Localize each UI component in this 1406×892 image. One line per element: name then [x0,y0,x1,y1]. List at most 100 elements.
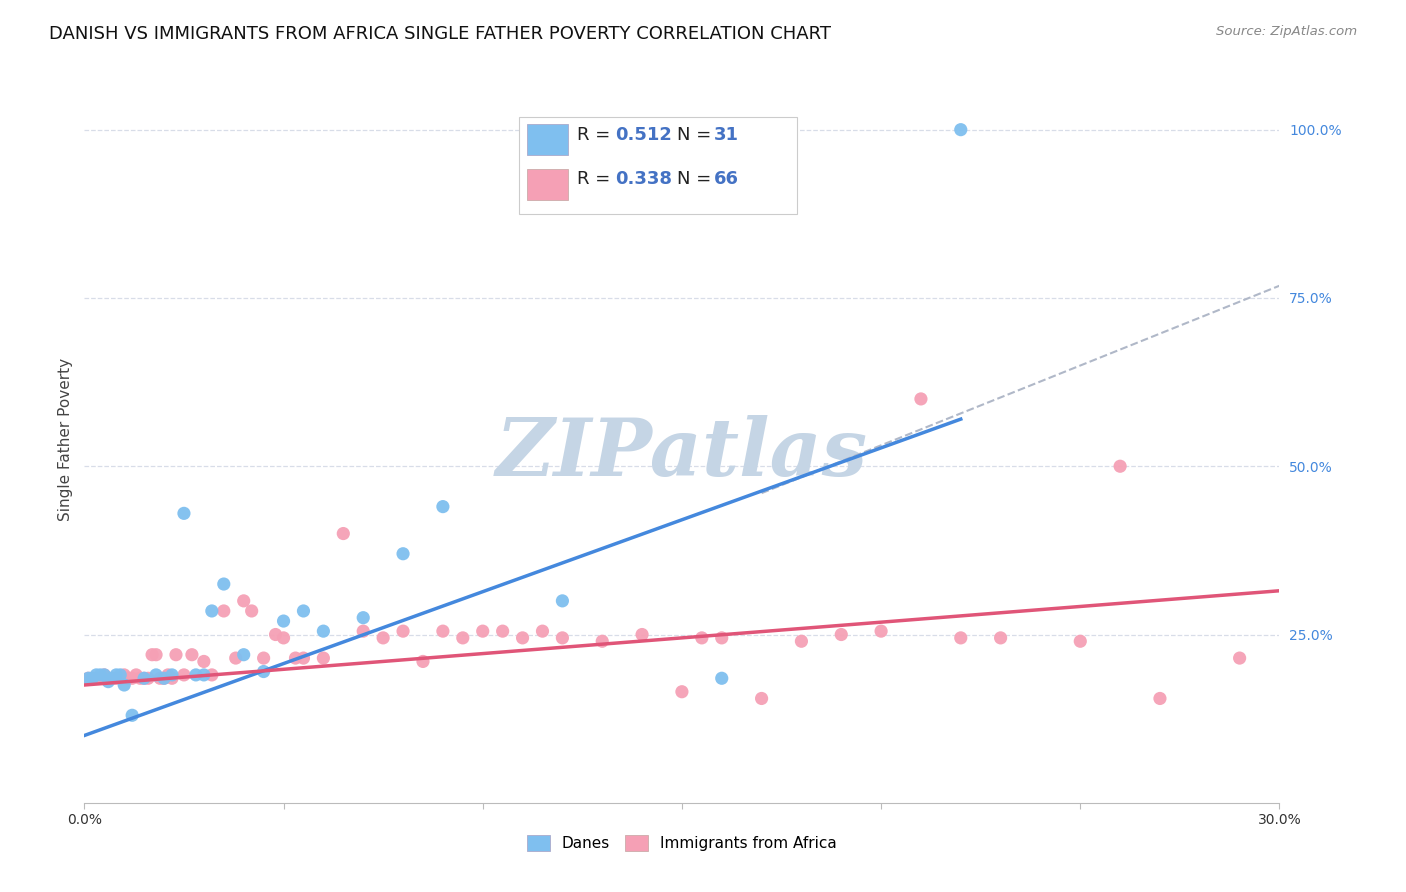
Text: R =: R = [576,127,616,145]
Point [193,655,215,669]
Point [184,668,207,682]
Point [284,651,307,665]
Point [121,671,143,685]
Point [292,651,315,665]
Point [93,668,115,682]
Point [392,547,415,561]
Point [412,655,434,669]
Point [312,651,335,665]
Point [631,627,654,641]
Point [97,674,120,689]
Point [551,631,574,645]
Point [531,624,554,639]
Point [125,668,148,682]
Point [751,691,773,706]
Point [1149,691,1171,706]
Text: DANISH VS IMMIGRANTS FROM AFRICA SINGLE FATHER POVERTY CORRELATION CHART: DANISH VS IMMIGRANTS FROM AFRICA SINGLE … [49,25,831,43]
Point [173,507,195,521]
Point [136,671,159,685]
Point [710,671,733,685]
Point [240,604,263,618]
Point [232,648,254,662]
Point [432,500,454,514]
Point [212,604,235,618]
Point [157,668,180,682]
Point [1229,651,1251,665]
Point [690,631,713,645]
Point [201,668,224,682]
Point [82,671,104,685]
Point [591,634,613,648]
Point [392,624,415,639]
Point [77,671,100,685]
Point [671,684,693,698]
Text: 66: 66 [714,170,740,188]
Text: 31: 31 [714,127,740,145]
Y-axis label: Single Father Poverty: Single Father Poverty [58,358,73,521]
Point [141,648,163,662]
Point [451,631,474,645]
Point [105,668,128,682]
Point [101,671,124,685]
Point [225,651,247,665]
Point [149,671,172,685]
Point [160,668,183,682]
Text: R =: R = [576,170,616,188]
Point [110,668,132,682]
Point [82,671,104,685]
Point [830,627,852,641]
Point [181,648,204,662]
Point [89,671,111,685]
Point [97,671,120,685]
Point [112,668,135,682]
Point [212,577,235,591]
Point [373,631,395,645]
Point [129,671,152,685]
Point [1109,459,1132,474]
Legend: Danes, Immigrants from Africa: Danes, Immigrants from Africa [520,829,844,857]
Point [132,671,156,685]
Point [492,624,515,639]
Point [145,648,167,662]
Point [193,668,215,682]
Point [1069,634,1091,648]
Point [93,668,115,682]
Point [990,631,1012,645]
Point [432,624,454,639]
Point [145,668,167,682]
Text: N =: N = [678,170,717,188]
Text: 0.512: 0.512 [614,127,672,145]
Point [86,668,108,682]
Point [949,631,972,645]
Point [89,668,111,682]
Point [352,610,374,624]
Point [312,624,335,639]
Point [117,671,139,685]
Point [273,614,295,628]
Point [870,624,893,639]
Point [273,631,295,645]
Point [352,624,374,639]
Point [165,648,187,662]
Point [332,526,354,541]
Point [86,671,108,685]
Point [105,671,128,685]
Text: 0.338: 0.338 [614,170,672,188]
Point [910,392,932,406]
Point [110,671,132,685]
Point [173,668,195,682]
Text: Source: ZipAtlas.com: Source: ZipAtlas.com [1216,25,1357,38]
Point [160,671,183,685]
Point [253,665,276,679]
Point [710,631,733,645]
Point [264,627,287,641]
Point [471,624,494,639]
Point [201,604,224,618]
Point [121,708,143,723]
Point [232,594,254,608]
Point [790,634,813,648]
Point [132,671,156,685]
Point [253,651,276,665]
Text: N =: N = [678,127,717,145]
Point [112,678,135,692]
